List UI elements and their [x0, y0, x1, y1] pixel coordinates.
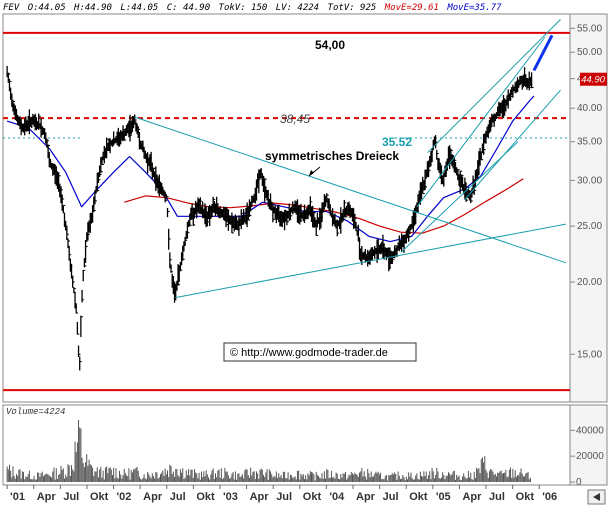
price-tick-label: 35.00 — [577, 137, 602, 148]
open-label: O:44.05 — [28, 3, 66, 13]
time-tick-label: Okt — [516, 491, 535, 503]
time-tick-label: Apr — [462, 491, 482, 503]
volume-panel: Volume=4224 40000 20000 0 — [2, 404, 608, 488]
time-tick-label: Jul — [63, 491, 79, 503]
trendline-channel-upper — [427, 19, 561, 154]
time-tick-label: '03 — [223, 491, 238, 503]
breakout-level-label: 35.52 — [382, 135, 412, 149]
price-panel: 55.0050.0045.0040.0035.0030.0025.0020.00… — [2, 13, 608, 403]
time-tick-label: '04 — [329, 491, 345, 503]
pattern-label: symmetrisches Dreieck — [265, 149, 399, 163]
volume-tick-label: 40000 — [576, 425, 604, 436]
volume-tick-label: 20000 — [576, 451, 604, 462]
volume-axis-ticks: 40000 20000 0 — [570, 425, 604, 488]
scroll-left-icon — [593, 493, 600, 501]
time-tick-label: Apr — [143, 491, 163, 503]
symbol-label: FEV — [3, 3, 20, 13]
time-tick-label: Okt — [196, 491, 215, 503]
moving-average-short-label: MovE=35.77 — [446, 3, 502, 13]
pattern-arrow-head-icon — [309, 170, 314, 176]
trendline-channel-mid — [416, 37, 545, 208]
close-label: C: 44.90 — [167, 3, 210, 13]
low-label: L:44.05 — [120, 3, 158, 13]
time-axis: '01 Apr Jul Okt '02 Apr Jul Okt '03 Apr Jul Okt '04 A… — [6, 485, 557, 503]
copyright-box — [223, 342, 417, 362]
totv-label: TotV: 925 — [328, 3, 377, 13]
time-tick-label: '01 — [10, 491, 25, 503]
indicator-layer — [6, 65, 535, 371]
time-tick-label: Jul — [170, 491, 186, 503]
price-tick-label: 55.00 — [577, 23, 602, 34]
trendline-triangle-lower — [175, 223, 566, 299]
trendline-layer — [134, 19, 567, 299]
time-tick-label: Apr — [356, 491, 376, 503]
price-tick-label: 25.00 — [577, 221, 602, 232]
price-bars — [6, 65, 534, 371]
time-tick-label: '02 — [117, 491, 132, 503]
top-level-label: 54,00 — [315, 38, 345, 52]
header-line: FEV O:44.05 H:44.90 L:44.05 C: 44.90 Tok… — [3, 3, 502, 13]
price-tick-label: 15.00 — [577, 349, 602, 360]
levels-layer — [3, 31, 570, 392]
time-tick-label: Jul — [276, 491, 292, 503]
volume-tick-label: 0 — [576, 477, 582, 488]
volume-bars — [6, 420, 531, 482]
price-tick-label: 30.00 — [577, 175, 602, 186]
copyright-label: © http://www.godmode-trader.de — [230, 347, 388, 359]
current-price-tag: 44.90 — [580, 72, 607, 86]
price-tick-label: 20.00 — [577, 277, 602, 288]
volume-label: Volume=4224 — [6, 407, 65, 417]
tokv-label: TokV: 150 — [219, 3, 268, 13]
time-tick-label: '06 — [542, 491, 557, 503]
dashed-level-label: 38,45 — [280, 112, 310, 126]
time-tick-label: Okt — [303, 491, 322, 503]
trendline-triangle-upper — [134, 116, 567, 264]
high-label: H:44.90 — [73, 3, 112, 13]
time-tick-label: Apr — [37, 491, 57, 503]
time-tick-label: '05 — [436, 491, 451, 503]
time-tick-label: Okt — [90, 491, 109, 503]
price-axis-area — [569, 13, 608, 403]
price-tick-label: 40.00 — [577, 103, 602, 114]
annotation-layer: 54,00 38,45 35.52 symmetrisches Dreieck … — [223, 38, 417, 362]
moving-average-long-label: MovE=29.61 — [384, 3, 439, 13]
time-tick-label: Jul — [383, 491, 399, 503]
current-price-label: 44.90 — [581, 75, 605, 86]
projection-arrow — [532, 34, 554, 72]
trendline-support — [400, 141, 519, 253]
time-tick-label: Okt — [409, 491, 428, 503]
time-tick-label: Jul — [489, 491, 505, 503]
time-tick-label: Apr — [250, 491, 270, 503]
lv-label: LV: 4224 — [276, 3, 319, 13]
trendline-channel-lower — [464, 89, 561, 200]
current-price-box — [580, 72, 607, 86]
volume-axis-area — [569, 404, 608, 486]
price-tick-label: 50.00 — [577, 47, 602, 58]
